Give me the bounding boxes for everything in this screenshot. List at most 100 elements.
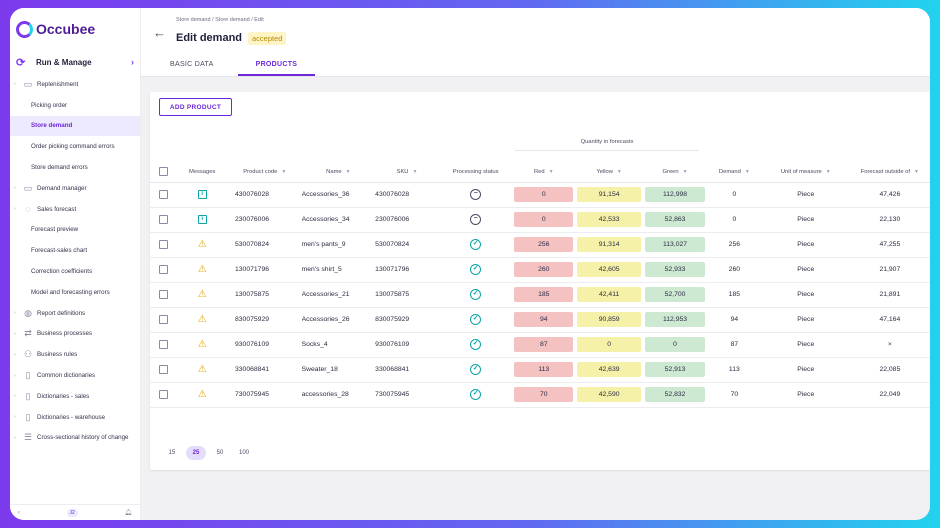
row-checkbox[interactable]	[158, 190, 168, 199]
yellow-quantity-cell[interactable]: 42,605	[577, 262, 642, 277]
info-icon[interactable]: i	[197, 190, 207, 199]
red-quantity-cell[interactable]: 0	[514, 187, 574, 202]
sidebar-item-business-processes[interactable]: › ⇄ Business processes	[10, 324, 140, 345]
green-quantity-cell[interactable]: 112,998	[645, 187, 705, 202]
collapse-sidebar-icon[interactable]: ‹	[18, 509, 20, 516]
warning-icon[interactable]: ⚠	[197, 389, 207, 400]
green-quantity-cell[interactable]: 52,913	[645, 362, 705, 377]
col-red[interactable]: Red ▼	[512, 162, 576, 183]
filter-icon: ▼	[682, 168, 688, 175]
sidebar-item-business-rules[interactable]: › ⚇ Business rules	[10, 344, 140, 365]
sidebar-item-sales-forecast[interactable]: › ◌ Sales forecast	[10, 199, 140, 220]
yellow-quantity-cell[interactable]: 42,590	[577, 387, 642, 402]
yellow-quantity-cell[interactable]: 90,859	[577, 312, 642, 327]
page-size-option[interactable]: 50	[216, 450, 224, 456]
row-checkbox[interactable]	[158, 215, 168, 224]
sidebar-item-demand-manager[interactable]: › ▭ Demand manager	[10, 178, 140, 199]
row-checkbox[interactable]	[158, 390, 168, 399]
table-row[interactable]: i 430076028 Accessories_36 430076028−0 91,15…	[150, 182, 930, 208]
page-size-option[interactable]: 15	[168, 450, 176, 456]
red-quantity-cell[interactable]: 87	[514, 337, 574, 352]
table-row[interactable]: ⚠ 130071796 men's shirt_5 130071796 ✓ 260 42,6…	[150, 257, 930, 283]
yellow-quantity-cell[interactable]: 42,639	[577, 362, 642, 377]
red-quantity-cell[interactable]: 185	[514, 287, 574, 302]
yellow-quantity-cell[interactable]: 0	[577, 337, 642, 352]
sidebar-item-label: Replenishment	[37, 80, 79, 88]
yellow-quantity-cell[interactable]: 91,154	[577, 187, 642, 202]
warning-icon[interactable]: ⚠	[197, 264, 207, 275]
sidebar-item-dictionaries-sales[interactable]: › ▯ Dictionaries - sales	[10, 386, 140, 407]
sidebar-item-store-demand-errors[interactable]: Store demand errors	[10, 157, 140, 178]
sidebar-item-order-picking-command-errors[interactable]: Order picking command errors	[10, 136, 140, 157]
table-row[interactable]: ⚠ 530070824 men's pants_9 530070824 ✓ 256 91,3…	[150, 232, 930, 258]
warning-icon[interactable]: ⚠	[197, 364, 207, 375]
row-checkbox[interactable]	[158, 290, 168, 299]
back-arrow-icon[interactable]: ←	[153, 25, 166, 40]
bell-icon[interactable]: 🔔︎	[124, 510, 132, 516]
col-forecast-outside[interactable]: Forecast outside of ▼	[849, 162, 930, 183]
expand-caret-icon: ›	[14, 330, 16, 337]
sidebar-item-dictionaries-warehouse[interactable]: › ▯ Dictionaries - warehouse	[10, 407, 140, 428]
col-sku[interactable]: SKU ▼	[375, 162, 439, 183]
green-quantity-cell[interactable]: 113,027	[645, 237, 705, 252]
green-quantity-cell[interactable]: 0	[645, 337, 705, 352]
name-cell: men's shirt_5	[301, 257, 376, 283]
add-product-button[interactable]: ADD PRODUCT	[159, 98, 232, 116]
yellow-quantity-cell[interactable]: 42,533	[577, 212, 642, 227]
red-quantity-cell[interactable]: 260	[514, 262, 574, 277]
green-quantity-cell[interactable]: 52,863	[645, 212, 705, 227]
row-checkbox[interactable]	[158, 340, 168, 349]
table-row[interactable]: ⚠ 130075875 Accessories_21 130075875 ✓ 185 42,…	[150, 282, 930, 308]
row-checkbox[interactable]	[158, 315, 168, 324]
col-green[interactable]: Green ▼	[643, 162, 707, 183]
red-quantity-cell[interactable]: 256	[514, 237, 574, 252]
col-unit[interactable]: Unit of measure ▼	[761, 162, 850, 183]
tab-basic-data[interactable]: BASIC DATA	[170, 61, 214, 68]
sidebar-item-correction-coefficients[interactable]: Correction coefficients	[10, 261, 140, 282]
run-manage-section[interactable]: ⟳ Run & Manage ›	[10, 50, 140, 74]
warning-icon[interactable]: ⚠	[197, 239, 207, 250]
table-row[interactable]: ⚠ 330068841 Sweater_18 330068841 ✓ 113 42,639 5…	[150, 357, 930, 383]
sidebar-item-label: Store demand errors	[31, 164, 88, 172]
row-checkbox[interactable]	[158, 240, 168, 249]
user-badge[interactable]: J2	[66, 508, 78, 517]
info-icon[interactable]: i	[197, 215, 207, 224]
warning-icon[interactable]: ⚠	[197, 289, 207, 300]
red-quantity-cell[interactable]: 113	[514, 362, 574, 377]
red-quantity-cell[interactable]: 70	[514, 387, 574, 402]
page-size-option[interactable]: 25	[186, 446, 206, 460]
table-row[interactable]: i 230076006 Accessories_34 230076006−0 42,53…	[150, 207, 930, 233]
red-quantity-cell[interactable]: 94	[514, 312, 574, 327]
col-product-code[interactable]: Product code ▼	[227, 162, 302, 183]
warning-icon[interactable]: ⚠	[197, 314, 207, 325]
red-quantity-cell[interactable]: 0	[514, 212, 574, 227]
sidebar-item-forecast-preview[interactable]: Forecast preview	[10, 220, 140, 241]
page-size-option[interactable]: 100	[238, 450, 249, 456]
tab-products[interactable]: PRODUCTS	[237, 61, 316, 76]
col-yellow[interactable]: Yellow ▼	[575, 162, 644, 183]
yellow-quantity-cell[interactable]: 42,411	[577, 287, 642, 302]
sidebar-item-model-and-forecasting-errors[interactable]: Model and forecasting errors	[10, 282, 140, 303]
table-row[interactable]: ⚠ 730075945 accessories_28 730075945 ✓ 70 42,5…	[150, 382, 930, 408]
sidebar-item-picking-order[interactable]: Picking order	[10, 95, 140, 116]
warning-icon[interactable]: ⚠	[197, 339, 207, 350]
sidebar-item-forecast-sales-chart[interactable]: Forecast-sales chart	[10, 240, 140, 261]
select-all-checkbox[interactable]	[158, 167, 168, 177]
yellow-quantity-cell[interactable]: 91,314	[577, 237, 642, 252]
row-checkbox[interactable]	[158, 265, 168, 274]
products-table: Messages Product code ▼ Name ▼ SKU ▼ Proces…	[150, 162, 930, 408]
green-quantity-cell[interactable]: 52,832	[645, 387, 705, 402]
row-checkbox[interactable]	[158, 365, 168, 374]
table-row[interactable]: ⚠ 830075929 Accessories_26 830075929 ✓ 94 90,8…	[150, 307, 930, 333]
sidebar-item-replenishment[interactable]: › ▭ Replenishment	[10, 74, 140, 95]
green-quantity-cell[interactable]: 52,700	[645, 287, 705, 302]
sidebar-item-report-definitions[interactable]: › ◍ Report definitions	[10, 303, 140, 324]
green-quantity-cell[interactable]: 112,953	[645, 312, 705, 327]
sidebar-item-store-demand[interactable]: Store demand	[10, 115, 140, 137]
table-row[interactable]: ⚠ 930076109 Socks_4 930076109 ✓ 87 0 0 87 Piece ×	[150, 332, 930, 358]
sidebar-item-cross-sectional-history-of-change[interactable]: › ☰ Cross-sectional history of change	[10, 428, 140, 449]
sidebar-item-common-dictionaries[interactable]: › ▯ Common dictionaries	[10, 365, 140, 386]
col-name[interactable]: Name ▼	[301, 162, 376, 183]
green-quantity-cell[interactable]: 52,933	[645, 262, 705, 277]
col-demand[interactable]: Demand ▼	[706, 162, 762, 183]
